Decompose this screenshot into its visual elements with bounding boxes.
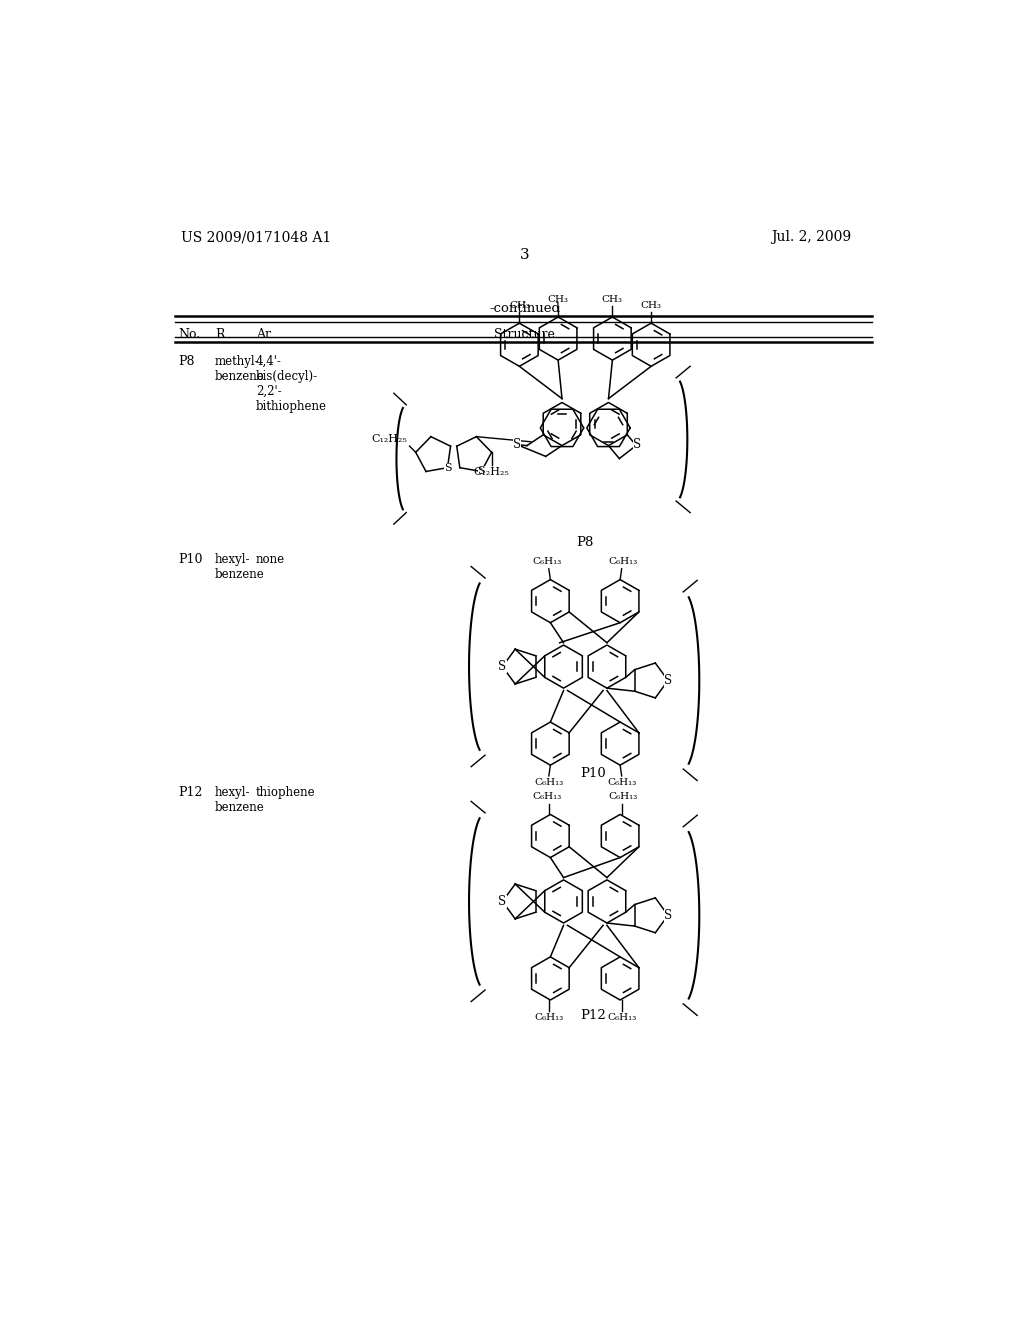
Text: P10: P10	[581, 767, 606, 780]
Text: C₆H₁₃: C₆H₁₃	[532, 792, 562, 801]
Text: C₆H₁₃: C₆H₁₃	[607, 1014, 636, 1022]
Text: C₆H₁₃: C₆H₁₃	[607, 779, 636, 787]
Text: S: S	[443, 463, 452, 473]
Text: No.: No.	[178, 327, 201, 341]
Text: P10: P10	[178, 553, 203, 566]
Text: P8: P8	[577, 536, 594, 549]
Text: hexyl-
benzene: hexyl- benzene	[215, 785, 264, 814]
Text: C₆H₁₃: C₆H₁₃	[535, 779, 563, 787]
Text: hexyl-
benzene: hexyl- benzene	[215, 553, 264, 581]
Text: S: S	[664, 908, 672, 921]
Text: P12: P12	[581, 1010, 606, 1022]
Text: S: S	[477, 466, 485, 477]
Text: CH₃: CH₃	[509, 301, 529, 310]
Text: CH₃: CH₃	[641, 301, 662, 310]
Text: S: S	[664, 675, 672, 686]
Text: S: S	[499, 895, 507, 908]
Text: Ar: Ar	[256, 327, 271, 341]
Text: C₁₂H₂₅: C₁₂H₂₅	[372, 434, 408, 444]
Text: C₆H₁₃: C₆H₁₃	[608, 792, 638, 801]
Text: 3: 3	[520, 248, 529, 261]
Text: none: none	[256, 553, 285, 566]
Text: P12: P12	[178, 785, 203, 799]
Text: C₆H₁₃: C₆H₁₃	[532, 557, 562, 566]
Text: 4,4'-
bis(decyl)-
2,2'-
bithiophene: 4,4'- bis(decyl)- 2,2'- bithiophene	[256, 355, 327, 413]
Text: Jul. 2, 2009: Jul. 2, 2009	[771, 230, 851, 244]
Text: R: R	[215, 327, 224, 341]
Text: S: S	[499, 660, 507, 673]
Text: C₆H₁₃: C₆H₁₃	[608, 557, 638, 566]
Text: S: S	[513, 438, 521, 451]
Text: US 2009/0171048 A1: US 2009/0171048 A1	[180, 230, 331, 244]
Text: CH₃: CH₃	[602, 294, 623, 304]
Text: thiophene: thiophene	[256, 785, 315, 799]
Text: Structure: Structure	[495, 327, 555, 341]
Text: methyl-
benzene: methyl- benzene	[215, 355, 264, 383]
Text: CH₃: CH₃	[548, 294, 568, 304]
Text: -continued: -continued	[489, 302, 560, 314]
Text: S: S	[634, 438, 641, 451]
Text: C₆H₁₃: C₆H₁₃	[535, 1014, 563, 1022]
Text: P8: P8	[178, 355, 195, 368]
Text: C₁₂H₂₅: C₁₂H₂₅	[474, 467, 510, 477]
